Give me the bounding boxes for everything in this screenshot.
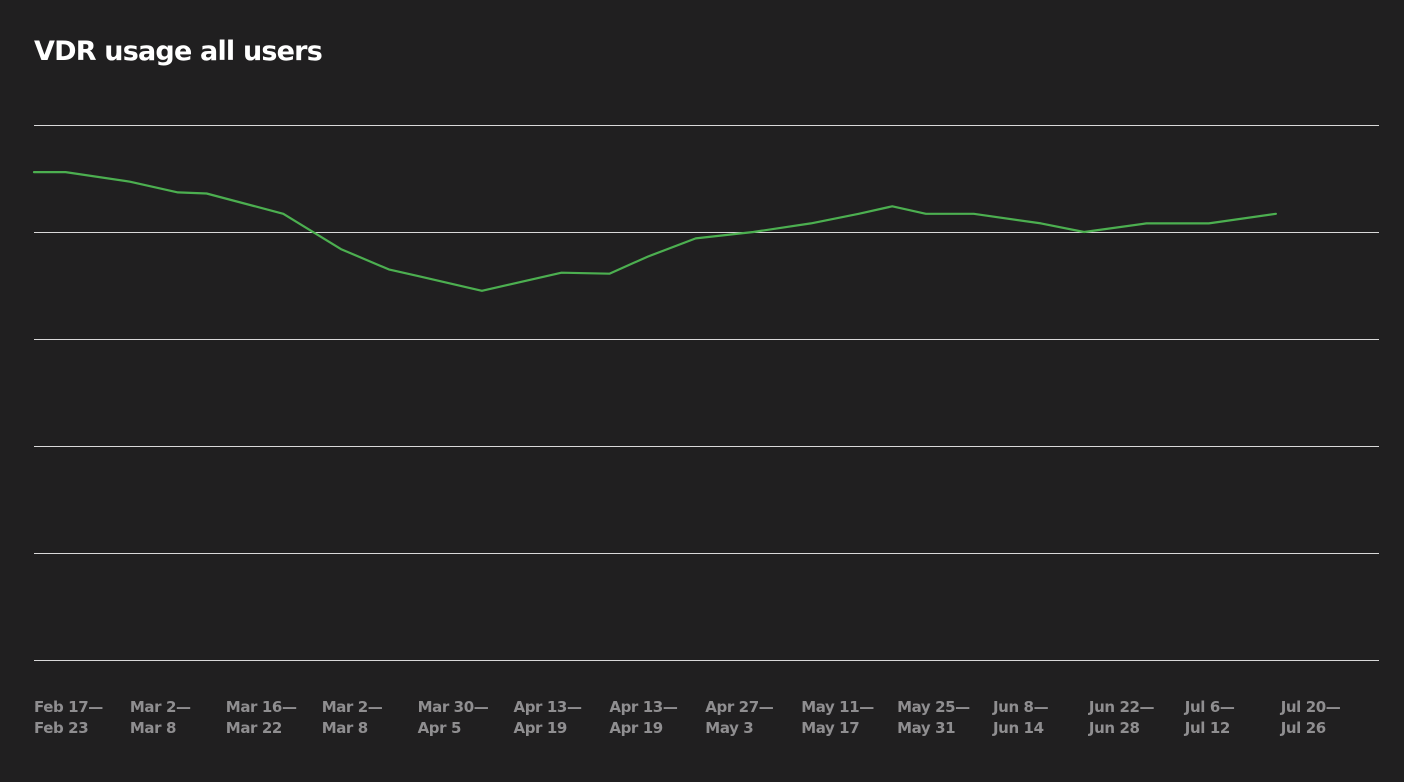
x-tick-label-end: Jun 14 xyxy=(993,719,1044,737)
x-tick-label: Apr 13— Apr 19 xyxy=(609,697,677,739)
x-tick-label-start: Jul 6— xyxy=(1184,698,1235,716)
x-tick-label-start: Jun 22— xyxy=(1088,698,1155,716)
x-tick-label: May 11— May 17 xyxy=(801,697,874,739)
x-tick-label-end: Apr 19 xyxy=(609,719,663,737)
x-tick-label-start: May 25— xyxy=(897,698,970,716)
x-tick-label-start: Mar 2— xyxy=(129,698,191,716)
x-tick-label-start: Mar 16— xyxy=(225,698,297,716)
x-tick-label-start: May 11— xyxy=(801,698,874,716)
x-tick-label: May 25— May 31 xyxy=(897,697,970,739)
x-tick-label-start: Feb 17— xyxy=(34,698,103,716)
x-tick-label-start: Jun 8— xyxy=(993,698,1049,716)
x-tick-label-end: Mar 8 xyxy=(129,719,177,737)
x-tick-label: Mar 2— Mar 8 xyxy=(130,697,191,739)
x-tick-label-end: Jul 12 xyxy=(1184,719,1231,737)
series-line xyxy=(32,171,1277,292)
x-tick-label: Mar 30— Apr 5 xyxy=(418,697,489,739)
x-tick-label: Jul 20— Jul 26 xyxy=(1281,697,1341,739)
x-tick-label-end: Jul 26 xyxy=(1280,719,1327,737)
x-tick-label-end: Mar 8 xyxy=(321,719,369,737)
x-tick-label-start: Mar 30— xyxy=(417,698,489,716)
x-tick-label-end: Feb 23 xyxy=(34,719,89,737)
x-tick-label-start: Apr 13— xyxy=(513,698,582,716)
x-tick-label: Apr 27— May 3 xyxy=(705,697,773,739)
x-tick-label-start: Apr 13— xyxy=(609,698,678,716)
x-tick-label: Mar 2— Mar 8 xyxy=(322,697,383,739)
x-tick-label: Apr 13— Apr 19 xyxy=(514,697,582,739)
gridlines xyxy=(34,125,1379,661)
x-tick-label-start: Apr 27— xyxy=(705,698,774,716)
x-tick-label-start: Jul 20— xyxy=(1280,698,1341,716)
x-tick-label-end: May 17 xyxy=(801,719,860,737)
x-tick-label-end: Jun 28 xyxy=(1088,719,1140,737)
x-tick-label: Jul 6— Jul 12 xyxy=(1185,697,1235,739)
x-tick-label-end: May 31 xyxy=(897,719,956,737)
x-tick-label-start: Mar 2— xyxy=(321,698,383,716)
x-tick-label: Jun 22— Jun 28 xyxy=(1088,697,1155,739)
x-tick-label: Mar 16— Mar 22 xyxy=(226,697,297,739)
chart-title: VDR usage all users xyxy=(34,36,323,67)
x-tick-label-end: May 3 xyxy=(705,719,754,737)
x-tick-label-end: Apr 19 xyxy=(513,719,568,737)
series-layer xyxy=(32,171,1277,292)
x-tick-label-end: Apr 5 xyxy=(417,719,462,737)
x-tick-label-end: Mar 22 xyxy=(225,719,283,737)
x-tick-label: Jun 8— Jun 14 xyxy=(993,697,1049,739)
x-tick-label: Feb 17— Feb 23 xyxy=(34,697,103,739)
